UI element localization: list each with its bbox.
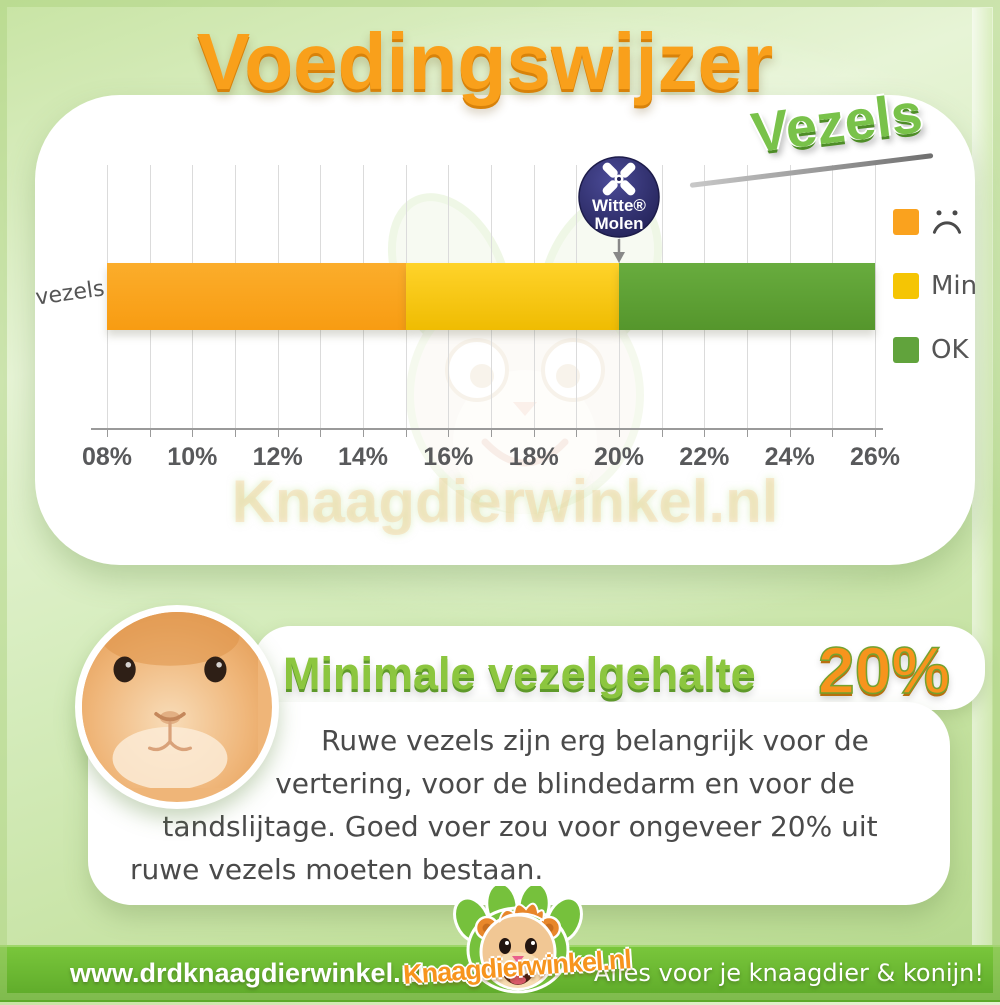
arrow-down-icon (613, 239, 625, 263)
axis-tick (704, 428, 706, 437)
x-axis-tick-label: 22% (679, 443, 730, 471)
badge-brand-line2: Molen (594, 214, 643, 233)
legend-swatch-ok (893, 337, 919, 363)
bar-segment-2 (619, 263, 875, 330)
info-heading: Minimale vezelgehalte (283, 648, 756, 699)
x-axis-tick-label: 18% (508, 443, 559, 471)
axis-tick (789, 428, 791, 437)
axis-tick (448, 428, 450, 437)
info-body-line-3: tandslijtage. Goed voer zou voor ongevee… (162, 810, 878, 843)
page-title: Voedingswijzer (196, 17, 774, 106)
axis-tick (235, 428, 236, 437)
windmill-icon (602, 162, 636, 196)
info-body-line-4: ruwe vezels moeten bestaan. (130, 853, 544, 886)
header: Voedingswijzer (0, 16, 970, 108)
axis-tick (149, 428, 151, 437)
y-axis-label: vezels (33, 276, 107, 311)
axis-tick (405, 428, 407, 437)
footer-logo (402, 881, 632, 1000)
bar-chart-plot: Witte® Molen 08% 10% 12% 14% 16% 18% 20% 22% 24%… (82, 156, 900, 471)
x-axis-line (91, 428, 883, 430)
axis-tick (661, 428, 663, 437)
witte-molen-marker: Witte® Molen (564, 153, 674, 265)
legend-swatch-min (893, 273, 919, 299)
x-axis-tick-label: 26% (849, 443, 901, 471)
info-body-line-2: vertering, voor de blindedarm en voor de (275, 767, 855, 800)
axis-tick (875, 428, 876, 437)
background-band (972, 8, 992, 992)
x-axis-tick-label: 14% (337, 443, 389, 471)
bar-segment-1 (405, 263, 619, 330)
x-axis-tick-label: 16% (423, 443, 474, 471)
badge-brand-line1: Witte® (592, 196, 646, 215)
axis-tick (363, 428, 364, 437)
legend-swatch-bad (893, 209, 919, 235)
gridline (875, 165, 876, 428)
legend-row-ok: OK (893, 333, 977, 367)
info-heading-value: 20% (817, 632, 951, 708)
legend-label-ok: OK (931, 335, 969, 365)
chart-legend: Min OK (893, 205, 977, 367)
badge-circle (578, 156, 660, 238)
info-body-line-1: Ruwe vezels zijn erg belangrijk voor de (321, 724, 869, 757)
axis-tick (107, 428, 108, 437)
legend-label-min: Min (931, 271, 978, 301)
rabbit-photo (75, 605, 279, 809)
axis-tick (747, 428, 748, 437)
footer-tagline: Alles voor je knaagdier & konijn! (593, 959, 984, 987)
axis-tick (320, 428, 322, 437)
legend-row-min: Min (893, 269, 977, 303)
chart-card: Knaagdierwinkel.nl vezels (33, 95, 977, 565)
x-axis-tick-label: 08% (81, 443, 133, 471)
x-axis-tick-label: 20% (593, 443, 645, 471)
x-axis-tick-label: 24% (764, 443, 815, 471)
axis-tick (576, 428, 578, 437)
x-axis-tick-label: 12% (252, 443, 303, 471)
axis-tick (491, 428, 492, 437)
info-heading-card (253, 626, 985, 710)
axis-tick (832, 428, 834, 437)
axis-tick (619, 428, 620, 437)
watermark-text: Knaagdierwinkel.nl (231, 468, 779, 535)
axis-tick (192, 428, 194, 437)
x-axis-tick-label: 10% (167, 443, 218, 471)
hamster-mascot-icon (474, 902, 562, 991)
legend-row-bad (893, 205, 977, 239)
bar-segment-0 (107, 263, 406, 330)
axis-tick (277, 428, 279, 437)
axis-tick (533, 428, 535, 437)
footer-website-link[interactable]: www.drdknaagdierwinkel.nl (70, 958, 425, 988)
sad-face-icon (932, 210, 962, 234)
